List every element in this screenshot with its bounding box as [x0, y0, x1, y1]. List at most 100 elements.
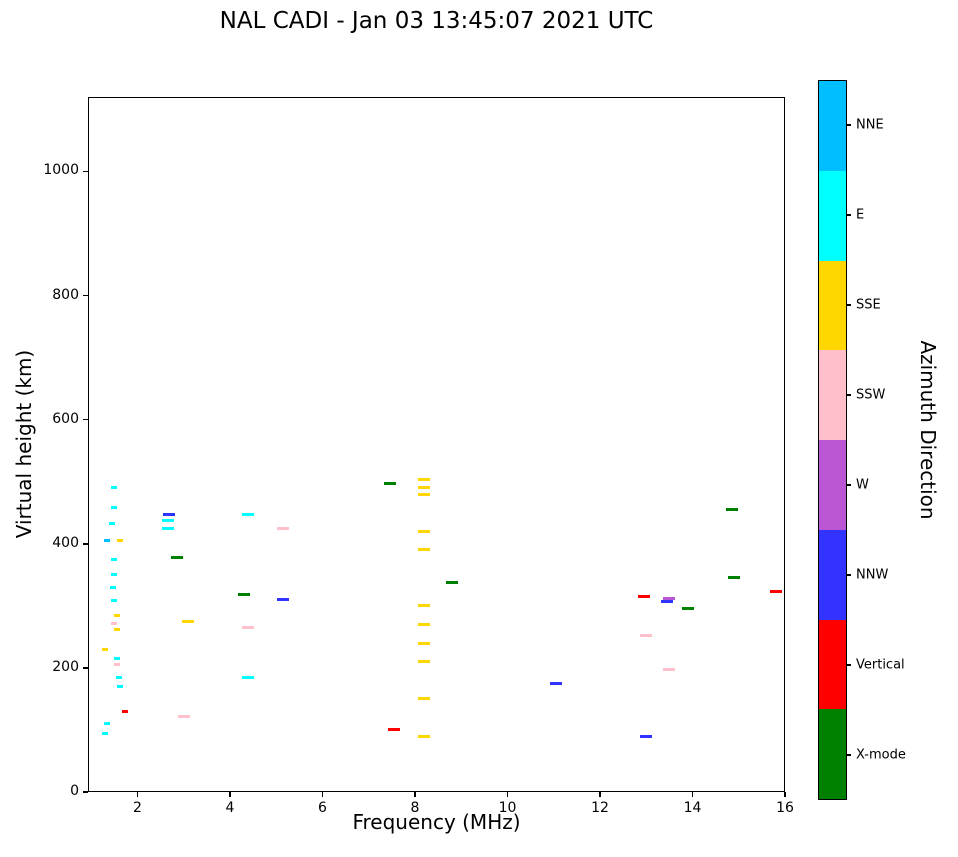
data-point-sse: [418, 734, 431, 738]
data-point-w: [663, 596, 676, 600]
data-point-e: [116, 685, 123, 688]
data-point-e: [242, 675, 255, 679]
data-point-sse: [418, 529, 431, 533]
colorbar-tick: [847, 664, 851, 666]
x-axis-tick: [136, 792, 139, 797]
colorbar-tick: [847, 124, 851, 126]
colorbar-title: Azimuth Direction: [916, 340, 940, 520]
x-axis-tick-label: 10: [498, 800, 517, 816]
colorbar-segment-e: [819, 170, 846, 261]
x-axis-tick-label: 8: [410, 800, 420, 816]
data-point-ssw: [663, 667, 676, 671]
colorbar: [818, 80, 847, 800]
x-axis-tick-label: 2: [133, 800, 142, 816]
data-point-vertical: [769, 590, 782, 594]
data-point-ssw: [111, 621, 118, 625]
colorbar-segment-w: [819, 440, 846, 530]
y-axis-tick: [83, 170, 88, 173]
data-point-sse: [418, 697, 431, 701]
colorbar-tick: [847, 304, 851, 306]
colorbar-tick-label: E: [856, 207, 865, 223]
colorbar-tick-label: W: [856, 477, 869, 493]
x-axis-tick: [414, 792, 416, 797]
data-point-nne: [104, 539, 111, 543]
data-point-sse: [418, 660, 431, 664]
colorbar-segment-nnw: [819, 529, 846, 620]
colorbar-tick-label: Vertical: [856, 657, 905, 673]
data-point-ssw: [277, 526, 290, 530]
y-axis-tick: [83, 418, 88, 421]
x-axis-tick-label: 16: [776, 800, 794, 816]
data-point-sse: [418, 486, 431, 490]
data-point-ssw: [113, 663, 120, 667]
colorbar-tick: [847, 484, 851, 486]
colorbar-segment-sse: [819, 260, 846, 351]
colorbar-tick: [847, 214, 851, 216]
y-axis-tick-label: 600: [52, 410, 79, 427]
data-point-sse: [418, 548, 431, 552]
data-point-nnw: [162, 512, 175, 516]
data-point-x-mode: [728, 576, 741, 580]
x-axis-tick: [691, 792, 694, 797]
data-point-sse: [418, 622, 431, 626]
data-point-sse: [113, 613, 120, 617]
data-point-e: [113, 657, 120, 661]
x-axis-tick-label: 14: [683, 800, 702, 816]
x-axis-tick-label: 4: [225, 800, 235, 816]
data-point-sse: [418, 492, 431, 496]
data-point-sse: [102, 647, 109, 651]
data-point-vertical: [637, 595, 650, 599]
data-point-sse: [418, 641, 431, 645]
data-point-ssw: [177, 714, 190, 718]
y-axis-tick-label: 200: [52, 658, 79, 675]
y-axis-tick: [83, 294, 88, 297]
data-point-e: [109, 522, 116, 526]
y-axis-tick: [83, 543, 88, 545]
data-point-nnw: [640, 734, 653, 738]
data-point-e: [104, 722, 111, 726]
data-point-x-mode: [725, 508, 738, 512]
data-point-x-mode: [681, 607, 694, 611]
data-point-e: [111, 486, 118, 490]
y-axis-tick-label: 800: [52, 286, 79, 303]
colorbar-tick-label: NNW: [856, 567, 889, 583]
y-axis-tick-label: 1000: [43, 162, 79, 179]
y-axis-tick-label: 400: [52, 534, 79, 551]
x-axis-tick: [229, 792, 231, 797]
data-point-e: [110, 585, 117, 589]
data-point-ssw: [242, 626, 255, 630]
colorbar-tick: [847, 574, 851, 576]
data-point-e: [162, 526, 174, 530]
y-axis-tick: [83, 667, 88, 669]
data-point-sse: [113, 627, 120, 631]
data-point-e: [242, 513, 255, 517]
colorbar-segment-ssw: [819, 350, 846, 440]
colorbar-tick-label: SSW: [856, 387, 886, 403]
data-point-e: [111, 599, 118, 603]
data-point-nnw: [661, 599, 674, 603]
data-point-e: [102, 731, 109, 735]
data-point-nnw: [550, 681, 563, 685]
colorbar-segment-vertical: [819, 619, 846, 710]
data-point-e: [115, 675, 122, 679]
data-point-sse: [182, 619, 195, 623]
colorbar-tick-label: NNE: [856, 117, 884, 133]
data-point-ssw: [640, 633, 653, 637]
colorbar-tick-label: X-mode: [856, 747, 906, 763]
data-point-e: [111, 573, 118, 577]
data-point-vertical: [388, 728, 401, 732]
colorbar-segment-nne: [819, 81, 846, 171]
colorbar-tick: [847, 394, 851, 396]
data-point-nnw: [277, 598, 290, 602]
data-point-e: [111, 557, 118, 561]
x-axis-tick: [599, 792, 601, 797]
colorbar-tick: [847, 754, 851, 756]
x-axis-tick: [506, 792, 509, 797]
data-point-e: [162, 518, 174, 522]
colorbar-tick-label: SSE: [856, 297, 881, 313]
data-point-sse: [116, 539, 123, 543]
data-point-x-mode: [237, 593, 250, 597]
y-axis-label: Virtual height (km): [12, 349, 36, 539]
x-axis-label: Frequency (MHz): [352, 810, 521, 834]
x-axis-tick-label: 12: [591, 800, 609, 816]
